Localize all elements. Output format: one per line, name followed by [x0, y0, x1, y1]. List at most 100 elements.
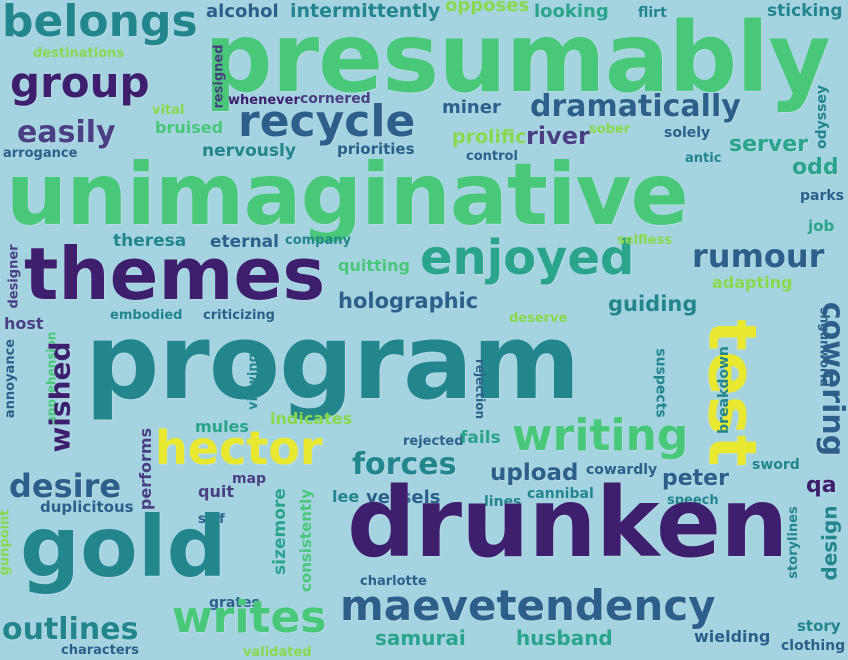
word-writes: writes: [172, 592, 327, 643]
word-cannibal: cannibal: [527, 486, 594, 502]
word-vessels: vessels: [366, 487, 441, 508]
word-eternal: eternal: [210, 232, 279, 252]
word-theresa: theresa: [113, 231, 187, 251]
word-cornered: cornered: [300, 91, 371, 107]
word-easily: easily: [17, 115, 116, 150]
word-whenever: whenever: [228, 93, 300, 108]
word-group: group: [10, 58, 150, 107]
word-sticking: sticking: [767, 1, 843, 21]
word-resigned: resigned: [211, 44, 227, 109]
word-adapting: adapting: [712, 273, 793, 292]
word-sword: sword: [752, 457, 800, 473]
word-lee: lee: [332, 487, 360, 506]
word-shgunworld: shgunworld: [817, 307, 832, 387]
word-mules: mules: [195, 417, 249, 436]
word-fails: fails: [460, 428, 501, 448]
word-maevetendency: maevetendency: [340, 581, 716, 630]
word-miner: miner: [442, 97, 501, 118]
word-gunpoint: gunpoint: [0, 509, 13, 576]
word-dramatically: dramatically: [530, 89, 741, 124]
word-gold: gold: [20, 498, 227, 596]
word-guiding: guiding: [608, 292, 698, 316]
word-designer: designer: [6, 244, 22, 309]
word-recycle: recycle: [238, 96, 416, 147]
word-intermittently: intermittently: [290, 0, 441, 22]
word-rejected: rejected: [403, 434, 464, 449]
word-suspects: suspects: [652, 348, 669, 418]
word-belongs: belongs: [2, 0, 198, 47]
word-sober: sober: [589, 122, 631, 137]
word-program: program: [85, 301, 580, 423]
word-quit: quit: [198, 482, 234, 501]
word-grates: grates: [209, 595, 260, 611]
word-lines: lines: [484, 494, 522, 510]
word-quitting: quitting: [338, 256, 410, 275]
word-breakdown: breakdown: [715, 346, 732, 434]
word-prolific: prolific: [452, 126, 527, 148]
word-outlines: outlines: [2, 612, 139, 647]
word-job: job: [808, 217, 835, 235]
word-odd: odd: [792, 155, 839, 180]
word-map: map: [232, 471, 267, 487]
word-river: river: [526, 122, 590, 150]
word-self: self: [198, 512, 225, 527]
word-consistently: consistently: [297, 489, 315, 592]
word-desire: desire: [9, 467, 122, 505]
word-parks: parks: [800, 188, 845, 204]
word-host: host: [4, 314, 44, 333]
word-selfless: selfless: [617, 233, 672, 248]
word-enjoyed: enjoyed: [420, 230, 635, 286]
word-odyssey: odyssey: [814, 84, 831, 150]
word-indicates: indicates: [270, 409, 353, 428]
word-design: design: [817, 505, 842, 581]
word-criticizing: criticizing: [203, 308, 275, 323]
word-embodied: embodied: [110, 308, 183, 323]
word-antic: antic: [685, 151, 722, 166]
word-themes: themes: [24, 232, 326, 316]
word-drunken: drunken: [347, 467, 788, 579]
word-wielding: wielding: [694, 627, 771, 646]
word-writing: writing: [512, 410, 689, 461]
word-annoyance: annoyance: [3, 338, 19, 419]
word-story: story: [797, 617, 841, 635]
word-husband: husband: [516, 626, 613, 650]
word-looking: looking: [534, 1, 609, 22]
word-validated: validated: [243, 645, 312, 660]
word-upload: upload: [490, 460, 579, 486]
word-rejection: rejection: [473, 358, 488, 420]
word-deserve: deserve: [509, 311, 568, 326]
word-alcohol: alcohol: [206, 1, 279, 22]
word-cowardly: cowardly: [586, 462, 658, 478]
word-qa: qa: [806, 473, 837, 498]
word-storylines: storylines: [785, 506, 801, 579]
word-samurai: samurai: [375, 626, 466, 650]
word-clothing: clothing: [781, 638, 846, 654]
word-duplicitous: duplicitous: [40, 498, 134, 516]
word-server: server: [729, 132, 808, 157]
word-priorities: priorities: [337, 140, 415, 158]
word-flirt: flirt: [638, 5, 667, 21]
word-holographic: holographic: [338, 289, 479, 313]
word-control: control: [466, 149, 518, 164]
word-characters: characters: [61, 643, 139, 658]
word-speech: speech: [667, 493, 719, 508]
word-nervously: nervously: [202, 141, 296, 161]
word-unimaginative: unimaginative: [6, 145, 689, 245]
word-bruised: bruised: [155, 118, 224, 137]
word-peter: peter: [662, 466, 729, 491]
word-hector: hector: [155, 421, 323, 475]
word-solely: solely: [664, 125, 711, 141]
word-destinations: destinations: [33, 46, 125, 61]
word-viewing: viewing: [245, 353, 261, 410]
word-vital: vital: [152, 103, 185, 118]
word-company: company: [285, 233, 351, 248]
word-forces: forces: [352, 447, 457, 482]
word-presumably: presumably: [204, 2, 831, 114]
word-arrogance: arrogance: [3, 146, 78, 161]
word-rumour: rumour: [692, 237, 825, 275]
word-sizemore: sizemore: [269, 488, 290, 575]
word-opposes: opposes: [445, 0, 530, 16]
word-charlotte: charlotte: [360, 574, 427, 589]
word-wished: wished: [43, 341, 77, 453]
